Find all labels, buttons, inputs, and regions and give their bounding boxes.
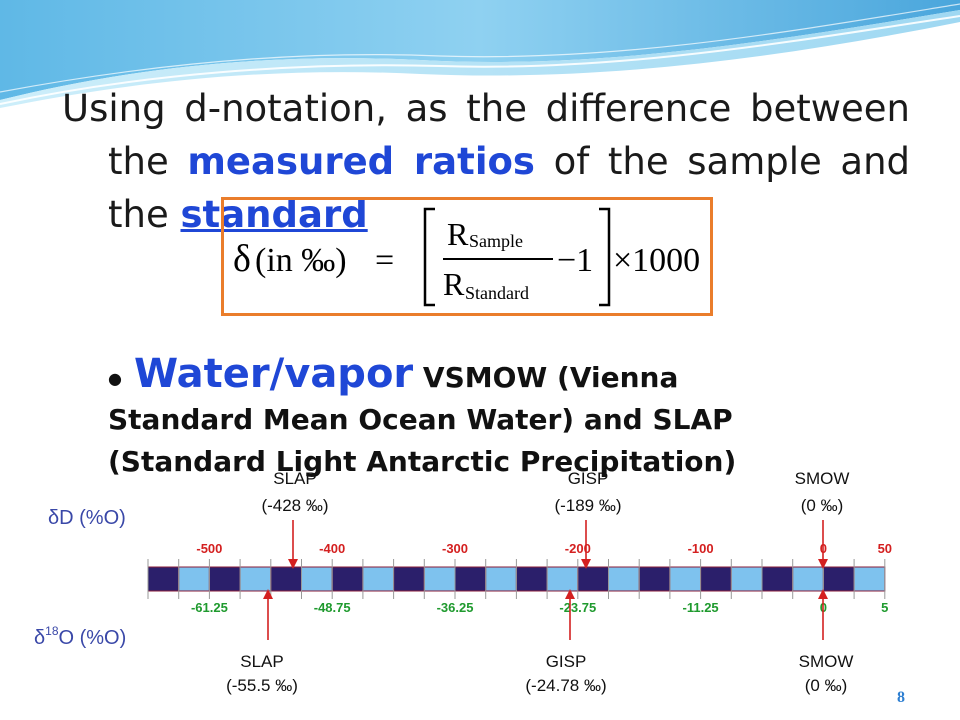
top-tick-labels: -500-400-300-200-100050 bbox=[196, 541, 892, 556]
bullet-line-3: (Standard Light Antarctic Precipitation) bbox=[108, 445, 737, 478]
scale-cell bbox=[638, 566, 671, 592]
intro-paragraph: Using d-notation, as the difference betw… bbox=[62, 82, 910, 241]
scale-cell bbox=[730, 566, 763, 592]
scale-cell bbox=[608, 566, 640, 592]
scale-cell bbox=[270, 566, 302, 592]
top-marker-value: (-189 ‰) bbox=[554, 496, 621, 515]
bottom-marker-value: (0 ‰) bbox=[805, 676, 848, 695]
d18O-axis-label: δ18O (%O) bbox=[34, 624, 126, 649]
scale-cell bbox=[454, 566, 487, 592]
bottom-tick-label: -36.25 bbox=[437, 600, 474, 615]
scale-cell bbox=[362, 566, 395, 592]
header-wave-decoration bbox=[0, 0, 960, 108]
bottom-tick-label: -11.25 bbox=[683, 600, 719, 615]
scale-cell bbox=[669, 566, 702, 592]
intro-line-1: Using d-notation, as the difference betw… bbox=[62, 87, 910, 130]
top-tick-label: -200 bbox=[565, 541, 591, 556]
bottom-tick-labels: -61.25-48.75-36.25-23.75-11.2505 bbox=[191, 600, 888, 615]
bottom-marker-value: (-55.5 ‰) bbox=[226, 676, 298, 695]
formula-delta: δ bbox=[233, 238, 251, 280]
d18O-suffix: O (%O) bbox=[59, 627, 127, 649]
scale-cell bbox=[485, 566, 517, 592]
scale-cell bbox=[393, 566, 425, 592]
top-marker-name: SMOW bbox=[795, 470, 850, 488]
scale-cell bbox=[822, 566, 855, 592]
scale-cell bbox=[239, 566, 272, 592]
scale-cell bbox=[147, 566, 180, 592]
scale-cell bbox=[546, 566, 579, 592]
intro-line-3: the standard bbox=[62, 188, 910, 241]
formula-minus-one: −1 bbox=[557, 242, 593, 279]
scale-cell bbox=[178, 566, 210, 592]
bottom-tick-label: 5 bbox=[881, 600, 888, 615]
scale-cell bbox=[792, 566, 824, 592]
isotope-scale-diagram: δD (%O) δ18O (%O) -500-400-300-200-10005… bbox=[34, 470, 892, 695]
formula-standard-sub: Standard bbox=[465, 283, 529, 303]
reference-markers: SLAP (-428 ‰) GISP (-189 ‰) SMOW (0 ‰) SLAP (-5… bbox=[226, 470, 853, 695]
bullet-line-2: Standard Mean Ocean Water) and SLAP bbox=[108, 403, 733, 436]
bullet-dot-icon: ● bbox=[108, 369, 122, 388]
bullet-line-1: ● Water/vapor VSMOW (Vienna bbox=[108, 354, 908, 399]
scale-cell bbox=[761, 566, 794, 592]
bullet-water-vapor: ● Water/vapor VSMOW (Vienna Standard Mean… bbox=[108, 354, 908, 483]
bottom-marker-name: SLAP bbox=[240, 652, 283, 671]
highlight-standard: standard bbox=[180, 193, 368, 236]
formula-in-permil: (in ‰) bbox=[255, 242, 347, 279]
scale-cell bbox=[208, 566, 241, 592]
text-the: the bbox=[108, 140, 188, 183]
bottom-marker-name: SMOW bbox=[799, 652, 854, 671]
scale-cell bbox=[301, 566, 333, 592]
top-marker-name: SLAP bbox=[273, 470, 316, 488]
formula-box bbox=[221, 197, 713, 316]
top-tick-label: -400 bbox=[319, 541, 345, 556]
scale-cell bbox=[853, 566, 886, 592]
formula-r-top: R bbox=[447, 216, 469, 252]
text-the-2: the bbox=[108, 193, 181, 236]
d18O-superscript: 18 bbox=[45, 624, 59, 638]
scale-cell bbox=[700, 566, 732, 592]
scale-cell bbox=[515, 566, 548, 592]
top-tick-label: -300 bbox=[442, 541, 468, 556]
top-marker-value: (0 ‰) bbox=[801, 496, 844, 515]
formula-times-1000: ×1000 bbox=[613, 242, 700, 279]
bottom-tick-label: -61.25 bbox=[191, 600, 228, 615]
bullet-heading: Water/vapor bbox=[133, 351, 414, 397]
top-marker-value: (-428 ‰) bbox=[261, 496, 328, 515]
left-bracket bbox=[423, 207, 435, 307]
top-tick-label: 50 bbox=[878, 541, 892, 556]
scale-cell bbox=[423, 566, 456, 592]
intro-line-2: the measured ratios of the sample and bbox=[62, 135, 910, 188]
dD-axis-label: δD (%O) bbox=[48, 507, 126, 529]
delta-formula: δ (in ‰) = R Sample R Standard −1 ×1000 bbox=[233, 207, 700, 307]
page-number: 8 bbox=[897, 689, 905, 706]
top-tick-label: -100 bbox=[688, 541, 714, 556]
bottom-marker-value: (-24.78 ‰) bbox=[525, 676, 606, 695]
formula-r-bottom: R bbox=[443, 266, 465, 302]
right-bracket bbox=[599, 207, 611, 307]
text-of-sample: of the sample and bbox=[534, 140, 911, 183]
bottom-marker-name: GISP bbox=[546, 652, 587, 671]
bottom-tick-label: -48.75 bbox=[314, 600, 351, 615]
scale-cell bbox=[577, 566, 609, 592]
top-marker-name: GISP bbox=[568, 470, 609, 488]
bottom-tick-label: -23.75 bbox=[559, 600, 596, 615]
top-tick-label: -500 bbox=[196, 541, 222, 556]
scale-cell bbox=[331, 566, 364, 592]
d18O-prefix: δ bbox=[34, 627, 45, 649]
formula-equals: = bbox=[375, 242, 394, 279]
scale-bar bbox=[147, 559, 886, 599]
formula-sample-sub: Sample bbox=[469, 231, 523, 251]
highlight-measured-ratios: measured ratios bbox=[187, 140, 535, 183]
bullet-line1-rest: VSMOW (Vienna bbox=[413, 361, 679, 394]
